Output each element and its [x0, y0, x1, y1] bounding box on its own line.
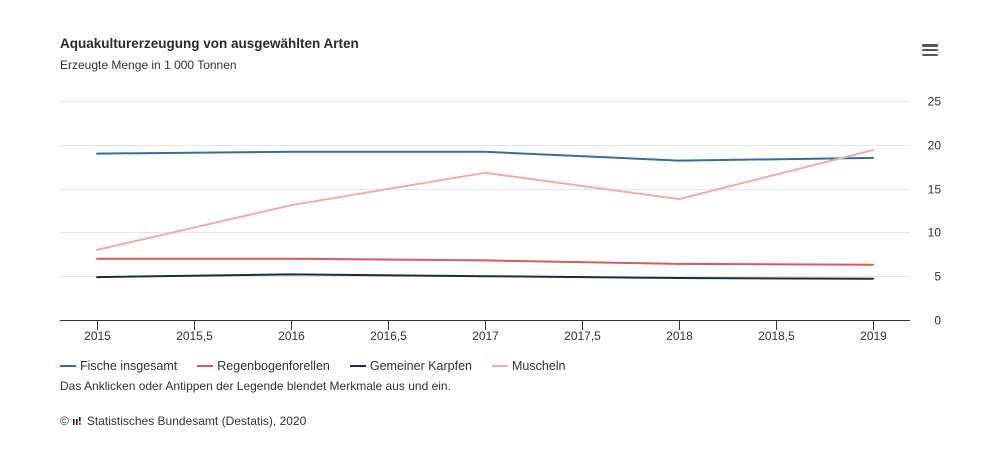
legend-item-gemeiner-karpfen[interactable]: Gemeiner Karpfen: [349, 358, 472, 374]
data-point[interactable]: [869, 275, 877, 283]
menu-bar: [922, 44, 938, 47]
data-point[interactable]: [675, 195, 683, 203]
data-point[interactable]: [675, 157, 683, 165]
y-tick-label: 15: [928, 183, 942, 197]
series-points-fische-insgesamt: [93, 148, 877, 165]
menu-bar: [922, 48, 938, 52]
chart-subtitle: Erzeugte Menge in 1 000 Tonnen: [60, 58, 237, 72]
data-point[interactable]: [287, 255, 295, 263]
y-tick-label: 20: [928, 139, 942, 153]
data-point[interactable]: [93, 150, 101, 158]
data-point[interactable]: [481, 148, 489, 156]
y-tick-label: 25: [928, 95, 942, 109]
data-point[interactable]: [481, 169, 489, 177]
menu-bar: [922, 53, 938, 57]
legend-item-regenbogenforellen[interactable]: Regenbogenforellen: [197, 358, 330, 374]
legend-label: Fische insgesamt: [80, 359, 178, 373]
data-point[interactable]: [675, 260, 683, 268]
legend-item-fische-insgesamt[interactable]: Fische insgesamt: [60, 358, 177, 374]
data-points: [93, 146, 877, 283]
legend-label: Muscheln: [512, 359, 566, 373]
series-points-regenbogenforellen: [93, 255, 877, 269]
x-tick-label: 2018: [666, 329, 693, 343]
data-point[interactable]: [93, 273, 101, 281]
x-tick-label: 2017,5: [564, 329, 601, 343]
series-lines: [96, 149, 874, 280]
destatis-logo-icon: [72, 417, 81, 425]
x-tick-label: 2018,5: [758, 329, 795, 343]
series-points-muscheln: [93, 146, 877, 254]
data-point[interactable]: [869, 261, 877, 269]
legend-label: Gemeiner Karpfen: [369, 359, 472, 373]
y-gridlines: [60, 101, 910, 277]
x-tick-label: 2017: [472, 329, 499, 343]
copyright-symbol: ©: [60, 414, 69, 428]
x-axis: 2015 2015,5 2016 2016,5 2017 2017,5 2018 2018,5…: [60, 320, 910, 343]
legend-swatch: [60, 365, 76, 367]
series-line-fische-insgesamt[interactable]: [96, 150, 874, 162]
x-tick-label: 2016: [278, 329, 305, 343]
x-tick-label: 2016,5: [370, 329, 407, 343]
legend: Fische insgesamt Regenbogenforellen Gemein…: [60, 358, 566, 374]
credits[interactable]: © Statistisches Bundesamt (Destatis), 20…: [60, 413, 306, 429]
data-point[interactable]: [287, 201, 295, 209]
legend-swatch: [349, 365, 366, 367]
y-axis-labels: 0 5 10 15 20 25: [928, 95, 942, 328]
y-tick-label: 0: [934, 314, 941, 328]
legend-item-muscheln[interactable]: Muscheln: [492, 358, 566, 374]
data-point[interactable]: [93, 255, 101, 263]
hamburger-menu-icon[interactable]: [921, 42, 939, 58]
legend-label: Regenbogenforellen: [217, 359, 330, 373]
credits-source: Statistisches Bundesamt (Destatis), 2020: [86, 414, 307, 428]
data-point[interactable]: [287, 270, 295, 278]
data-point[interactable]: [675, 274, 683, 282]
x-tick-label: 2019: [860, 329, 887, 343]
legend-swatch: [197, 365, 214, 367]
legend-note: Das Anklicken oder Antippen der Legende …: [60, 379, 451, 393]
series-line-muscheln[interactable]: [96, 149, 874, 251]
legend-swatch: [492, 365, 508, 367]
y-tick-label: 10: [928, 226, 942, 240]
data-point[interactable]: [287, 148, 295, 156]
series-line-regenbogenforellen[interactable]: [96, 257, 874, 266]
data-point[interactable]: [481, 272, 489, 280]
line-chart: 0 5 10 15 20 25 2015 2015,5 2016 2016,5 2017 2017,…: [60, 95, 942, 343]
data-point[interactable]: [481, 256, 489, 264]
data-point[interactable]: [93, 246, 101, 254]
series-line-gemeiner-karpfen[interactable]: [96, 273, 874, 280]
data-point[interactable]: [869, 146, 877, 154]
y-tick-label: 5: [934, 270, 941, 284]
x-tick-label: 2015: [84, 329, 111, 343]
chart-title: Aquakulturerzeugung von ausgewählten Art…: [60, 36, 359, 51]
data-point[interactable]: [869, 154, 877, 162]
x-tick-label: 2015,5: [176, 329, 213, 343]
